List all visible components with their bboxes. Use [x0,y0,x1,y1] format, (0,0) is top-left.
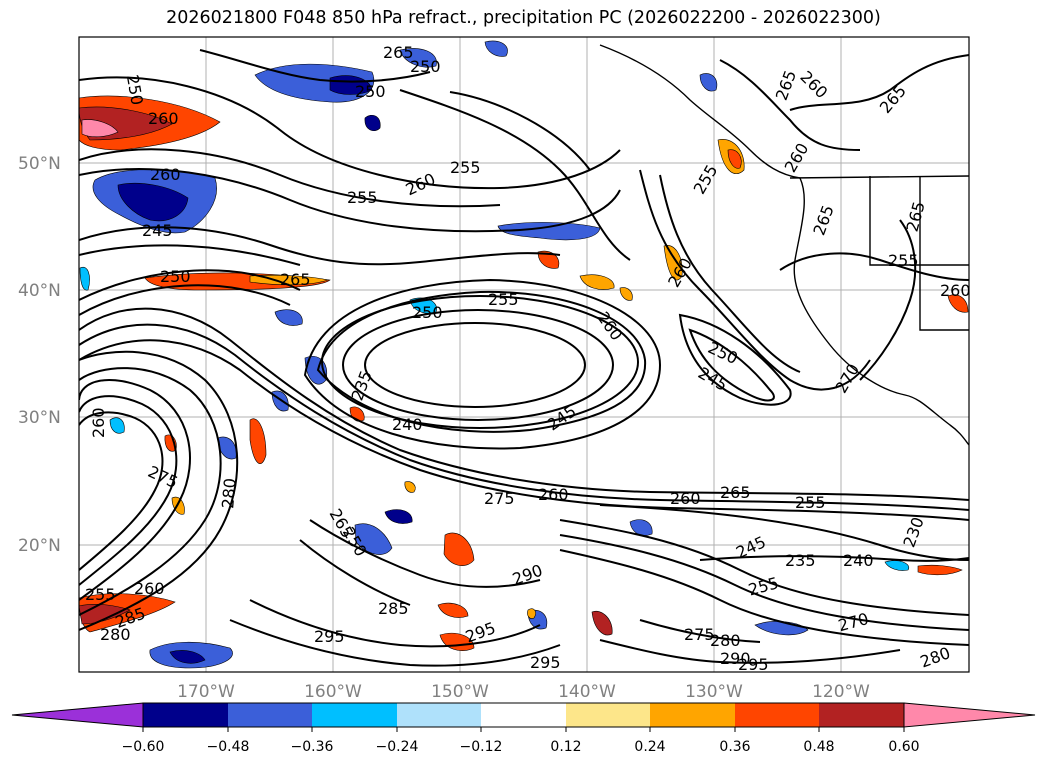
colorbar-tick: 0.60 [888,739,919,755]
contour-label: 245 [142,221,173,240]
graticule [79,37,969,672]
colorbar-segment [735,703,819,727]
contour-label: 260 [148,109,179,128]
map-frame [78,36,970,673]
colorbar-extend-low [11,702,144,728]
colorbar-tick: −0.12 [460,739,503,755]
contour-label: 255 [888,251,919,270]
coastline [599,44,969,446]
map-panel [79,37,969,672]
colorbar: −0.60 −0.48 −0.36 −0.24 −0.12 0.12 0.24 … [11,702,1036,755]
colorbar-segment [397,703,481,727]
lon-label: 130°W [685,682,743,702]
longitude-labels: 170°W 160°W 150°W 140°W 130°W 120°W [177,682,870,702]
lon-label: 170°W [177,682,235,702]
colorbar-tick: −0.36 [291,739,334,755]
colorbar-tick: 0.12 [550,739,581,755]
lat-label: 50°N [18,154,61,174]
contour-label: 280 [710,631,741,650]
contour-label: 265 [383,43,414,62]
colorbar-segment [228,703,312,727]
contour-label: 275 [684,625,715,644]
lon-label: 160°W [304,682,362,702]
contour-label: 260 [538,485,569,504]
colorbar-tick: −0.60 [122,739,165,755]
contour-label: 255 [488,290,519,309]
colorbar-tick: −0.48 [207,739,250,755]
lat-label: 40°N [18,281,61,301]
colorbar-segment [566,703,650,727]
contour-label: 265 [280,270,311,289]
lat-label: 30°N [18,408,61,428]
colorbar-segment [312,703,397,727]
contour-label: 260 [89,407,108,438]
contour-label: 250 [160,267,191,286]
contour-label: 240 [392,415,423,434]
colorbar-tick: 0.24 [634,739,665,755]
lon-label: 150°W [431,682,489,702]
contour-label: 240 [843,551,874,570]
contour-label: 260 [940,281,971,300]
contour-label: 255 [347,188,378,207]
contour-label: 280 [100,625,131,644]
colorbar-segment [650,703,735,727]
refractivity-contours [79,49,969,667]
contour-label: 260 [670,489,701,508]
contour-label: 250 [355,82,386,101]
contour-label: 255 [85,585,116,604]
latitude-labels: 50°N 40°N 30°N 20°N [18,154,61,556]
contour-label: 250 [410,57,441,76]
colorbar-tick: 0.36 [719,739,750,755]
contour-label: 260 [134,579,165,598]
colorbar-extend-high [903,702,1036,728]
colorbar-tick: −0.24 [376,739,419,755]
lon-label: 120°W [812,682,870,702]
colorbar-segment [143,703,228,727]
colorbar-segment [481,703,566,727]
contour-label: 250 [412,303,443,322]
lon-label: 140°W [558,682,616,702]
contour-label: 275 [484,489,515,508]
lat-label: 20°N [18,536,61,556]
contour-label: 265 [720,483,751,502]
contour-label: 255 [795,493,826,512]
contour-label: 280 [218,477,240,509]
contour-label: 235 [785,551,816,570]
contour-label: 255 [450,158,481,177]
contour-label: 295 [530,653,561,672]
contour-label: 260 [150,165,181,184]
contour-label: 295 [314,627,345,646]
positive-precip-shading [79,95,969,651]
contour-label: 290 [720,649,751,668]
contour-label: 295 [738,655,769,674]
map-title: 2026021800 F048 850 hPa refract., precip… [166,8,881,28]
colorbar-tick: 0.48 [803,739,834,755]
colorbar-segment [819,703,904,727]
contour-label: 285 [378,599,409,618]
